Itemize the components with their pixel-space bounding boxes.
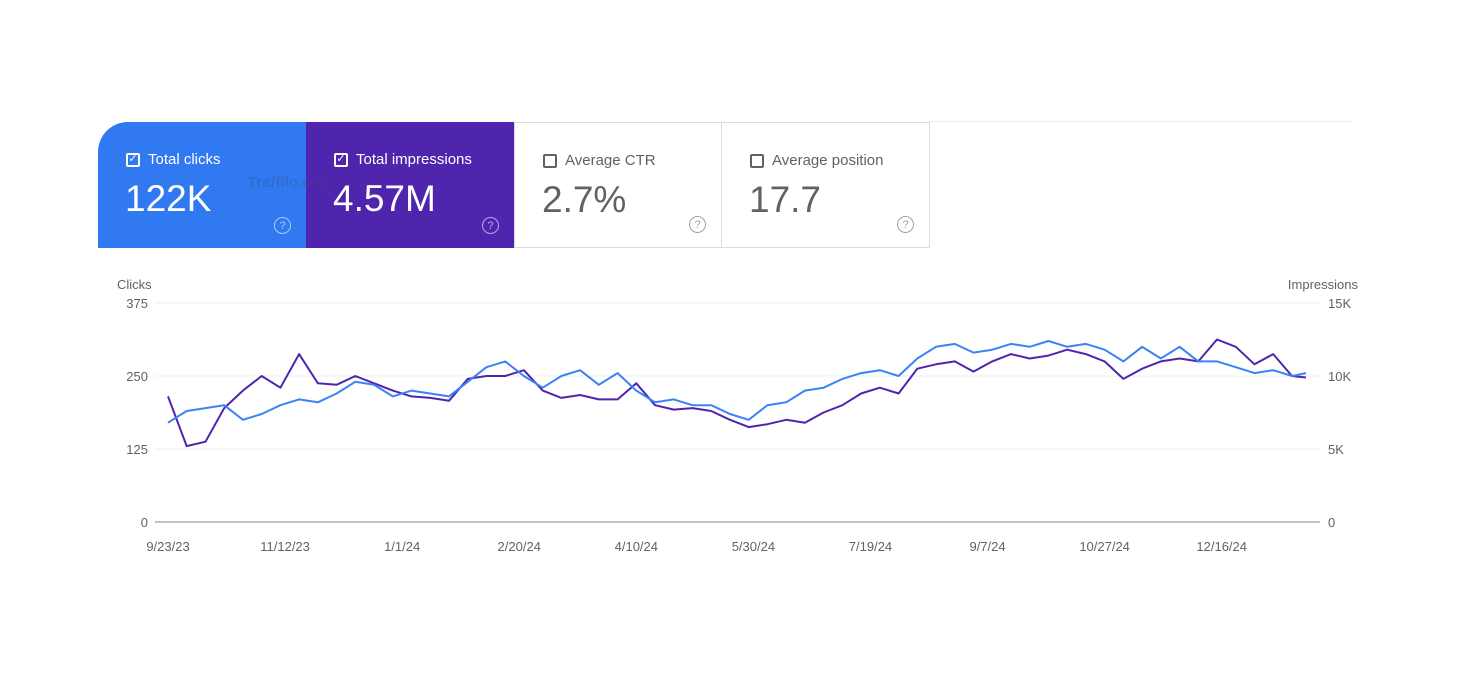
left-tick-label: 250 [126, 369, 148, 384]
right-tick-label: 0 [1328, 515, 1335, 530]
metric-card-average-ctr[interactable]: Average CTR 2.7% ? [514, 122, 722, 248]
x-tick-label: 2/20/24 [498, 539, 541, 554]
watermark: Traffilo.com [248, 174, 334, 191]
series-line-clicks [167, 340, 1307, 424]
metric-value: 17.7 [749, 179, 822, 220]
checkbox-unchecked-icon[interactable] [543, 153, 557, 168]
help-icon[interactable]: ? [689, 216, 706, 233]
left-tick-label: 125 [126, 442, 148, 457]
x-tick-label: 11/12/23 [260, 539, 310, 554]
checkbox-checked-icon[interactable]: ✓ [334, 152, 348, 167]
metric-label: Average position [772, 152, 884, 169]
x-tick-label: 5/30/24 [732, 539, 775, 554]
x-tick-label: 7/19/24 [849, 539, 892, 554]
metric-label: Total clicks [148, 151, 221, 168]
left-tick-label: 375 [126, 296, 148, 311]
x-tick-label: 10/27/24 [1079, 539, 1130, 554]
left-axis-title: Clicks [117, 277, 152, 292]
help-icon[interactable]: ? [274, 217, 291, 234]
x-tick-label: 12/16/24 [1196, 539, 1247, 554]
card-row-divider [930, 121, 1352, 122]
series-line-impressions [167, 338, 1307, 448]
right-tick-label: 5K [1328, 442, 1344, 457]
x-tick-label: 1/1/24 [384, 539, 420, 554]
metric-card-average-position[interactable]: Average position 17.7 ? [722, 122, 930, 248]
checkbox-unchecked-icon[interactable] [750, 153, 764, 168]
help-icon[interactable]: ? [482, 217, 499, 234]
metric-value: 4.57M [333, 178, 436, 219]
right-axis-title: Impressions [1288, 277, 1359, 292]
right-tick-label: 15K [1328, 296, 1351, 311]
right-tick-label: 10K [1328, 369, 1351, 384]
x-tick-label: 4/10/24 [615, 539, 658, 554]
metric-label: Average CTR [565, 152, 656, 169]
x-tick-label: 9/23/23 [146, 539, 189, 554]
x-tick-label: 9/7/24 [969, 539, 1005, 554]
metric-value: 2.7% [542, 179, 627, 220]
checkbox-checked-icon[interactable]: ✓ [126, 152, 140, 167]
metric-card-total-clicks[interactable]: ✓ Total clicks 122K ? [98, 122, 306, 248]
metric-label: Total impressions [356, 151, 472, 168]
metric-value: 122K [125, 178, 212, 219]
help-icon[interactable]: ? [897, 216, 914, 233]
left-tick-label: 0 [141, 515, 148, 530]
metric-card-total-impressions[interactable]: ✓ Total impressions 4.57M ? [306, 122, 514, 248]
